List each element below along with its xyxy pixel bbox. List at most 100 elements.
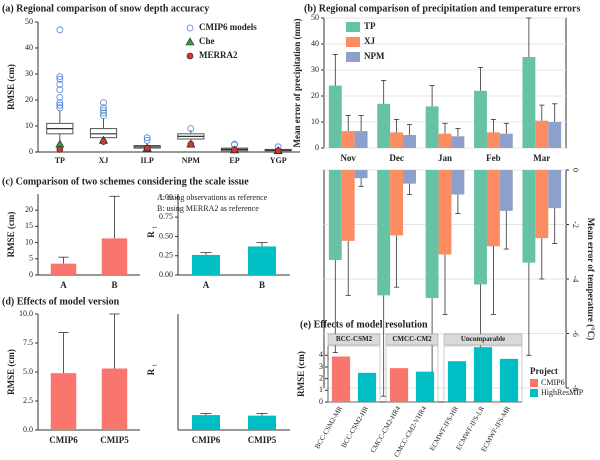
y-tick-label: 0 [29, 147, 33, 156]
outlier [100, 99, 107, 106]
bar [438, 170, 452, 255]
outlier [56, 101, 64, 109]
outlier [56, 73, 64, 80]
legend-label: MERRA2 [199, 50, 238, 60]
y-tick-label: 0 [29, 270, 33, 279]
legend-label: CMIP6 [541, 378, 565, 387]
bar [548, 122, 562, 148]
bar [425, 106, 439, 148]
outlier [187, 125, 195, 133]
y-tick-label: 5.0 [23, 367, 33, 376]
legend-label: XJ [364, 36, 375, 46]
legend-label: HighResMIP [541, 388, 584, 397]
x-tick-label: B [111, 280, 117, 290]
facet-frame [385, 345, 439, 403]
bar [474, 90, 487, 148]
bar [415, 371, 435, 402]
y-tick-label: 4 [319, 350, 323, 359]
y-tick-label: 30 [311, 65, 319, 74]
bar [548, 170, 562, 209]
bar [354, 131, 368, 148]
panel-title: (b) Regional comparison of precipitation… [304, 3, 580, 14]
y-tick-label: 0.75 [159, 212, 173, 221]
x-tick-label: CMIP6 [49, 435, 78, 445]
x-tick-label: CMIP5 [248, 435, 277, 445]
y-tick-label: 0 [571, 168, 580, 172]
y-tick-label: -8 [571, 385, 580, 392]
y-tick-label: 40 [25, 43, 33, 52]
legend-marker [186, 24, 194, 32]
y-tick-label: 10.0 [19, 309, 33, 318]
bar [451, 170, 465, 195]
y-tick-label: 0 [319, 397, 323, 406]
y-tick-label: 1 [319, 385, 323, 394]
x-tick-label: A [60, 280, 67, 290]
x-tick-label: A [203, 280, 210, 290]
x-tick-label: TP [55, 156, 65, 165]
facet-label: Uncomparable [461, 335, 505, 343]
marker [143, 144, 151, 152]
bar [451, 136, 465, 148]
y-tick-label: 30 [25, 69, 33, 78]
legend-swatch [530, 389, 538, 397]
y-axis-title: RMSE (cm) [6, 349, 16, 395]
y-tick-label: 2.5 [23, 396, 33, 405]
x-tick-label: ILP [140, 156, 153, 165]
x-tick-label: BCC-CSM2-MR [313, 405, 344, 451]
panel-title: (d) Effects of model version [2, 296, 120, 307]
x-tick-label: YGP [270, 156, 287, 165]
bar [377, 170, 391, 296]
bar [354, 170, 368, 179]
bar [535, 170, 549, 239]
bar [101, 368, 128, 430]
bar [522, 57, 536, 148]
annotation: B: using MERRA2 as reference [157, 204, 259, 213]
legend-title: Project [530, 366, 558, 376]
bar [357, 372, 377, 402]
bar [390, 170, 404, 236]
panel-title: (a) Regional comparison of snow depth ac… [2, 3, 209, 14]
x-tick-label: CMIP6 [192, 435, 221, 445]
outlier [56, 75, 64, 83]
legend-marker [186, 52, 194, 60]
outlier [56, 94, 64, 101]
bar [474, 170, 487, 285]
bar [425, 170, 439, 299]
bar [377, 103, 391, 148]
facet-strip [443, 333, 523, 346]
x-tick-label: ECMWF-IFS-MR [480, 405, 513, 454]
outlier [100, 112, 107, 119]
facet-label: CMCC-CM2 [392, 335, 432, 343]
y-tick-label: 20 [311, 91, 319, 100]
outlier [56, 81, 64, 88]
y-tick-label: 5 [29, 254, 33, 263]
facet-label: BCC-CSM2 [336, 335, 373, 343]
y-axis-title-sub: t [151, 364, 159, 366]
bar [341, 170, 355, 241]
bar [390, 132, 404, 148]
bar [50, 373, 77, 430]
y-axis-title: R [146, 368, 156, 375]
marker [274, 147, 282, 154]
y-tick-label: 10 [25, 121, 33, 130]
marker [231, 146, 238, 154]
y-tick-label: 1.00 [159, 193, 173, 202]
y-axis-title: RMSE (cm) [296, 351, 306, 397]
legend-swatch [346, 37, 360, 47]
y-tick-label: 20 [25, 95, 33, 104]
bar [486, 170, 500, 247]
outlier [56, 104, 64, 112]
x-tick-label: Dec [389, 153, 404, 163]
outlier [100, 109, 107, 117]
y-tick-label: 3 [319, 362, 323, 371]
facet-frame [327, 345, 381, 403]
x-tick-label: EP [229, 156, 239, 165]
outlier [100, 104, 107, 112]
annotation: A: using observations as reference [157, 193, 268, 202]
bar [192, 254, 220, 275]
facet-strip [385, 333, 439, 346]
outlier [143, 136, 151, 144]
bar [248, 246, 276, 275]
bar [403, 170, 416, 184]
